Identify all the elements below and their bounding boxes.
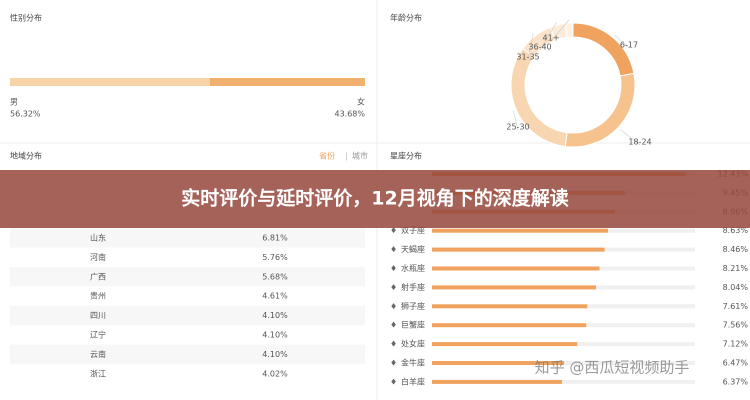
category-label: 处女座 xyxy=(401,339,425,349)
segment-label: 36-40 xyxy=(528,43,551,52)
table-cell: 云南 xyxy=(90,349,106,359)
bar-icon: ♦ xyxy=(390,321,397,330)
bar-icon: ♦ xyxy=(390,245,397,254)
category-label: 水瓶座 xyxy=(401,263,425,273)
donut-segment xyxy=(564,22,574,38)
bar xyxy=(432,304,588,309)
table-cell: 5.76% xyxy=(262,253,288,262)
bar-segment xyxy=(10,78,210,86)
value-label: 6.47% xyxy=(723,359,749,368)
value-label: 8.46% xyxy=(723,245,749,254)
bar-icon: ♦ xyxy=(390,359,397,368)
bar-icon: ♦ xyxy=(390,264,397,273)
value-label: 43.68% xyxy=(334,110,365,119)
table-cell: 4.61% xyxy=(262,292,288,301)
bar xyxy=(432,285,597,290)
chart-layer: 男 56.32% 女 43.68% 6-17 18-24 25-30 31-3536-4041… xyxy=(10,19,749,386)
banner-text: 实时评价与延时评价，12月视角下的深度解读 xyxy=(181,187,568,210)
bar xyxy=(432,323,587,328)
table-cell: 山东 xyxy=(90,233,106,243)
bar-icon: ♦ xyxy=(390,283,397,292)
bar-icon: ♦ xyxy=(390,377,397,386)
value-label: 8.04% xyxy=(723,283,749,292)
bar xyxy=(432,247,605,252)
table-cell: 4.10% xyxy=(262,350,288,359)
table-cell: 四川 xyxy=(90,311,106,320)
leader-line xyxy=(614,34,630,49)
leader-line xyxy=(550,19,570,42)
panel-title: 星座分布 xyxy=(390,151,422,161)
segment-label: 6-17 xyxy=(620,41,638,50)
table-cell: 5.68% xyxy=(262,272,288,281)
leader-line xyxy=(620,129,641,146)
table-cell: 辽宁 xyxy=(90,330,106,340)
value-label: 7.61% xyxy=(723,302,749,311)
bar-icon: ♦ xyxy=(390,226,397,235)
tab-separator: | xyxy=(345,152,348,161)
table-row xyxy=(10,267,365,287)
bar xyxy=(432,228,609,233)
leader-line xyxy=(539,21,558,51)
category-label: 白羊座 xyxy=(401,376,425,386)
table-cell: 贵州 xyxy=(90,291,106,301)
table-cell: 6.81% xyxy=(262,234,288,243)
watermark: 知乎 @西瓜短视频助手 xyxy=(535,359,690,377)
value-label: 56.32% xyxy=(10,110,41,119)
panel-title: 性别分布 xyxy=(10,13,42,23)
category-label: 双子座 xyxy=(401,225,425,235)
category-label: 狮子座 xyxy=(401,301,425,311)
leader-line xyxy=(527,33,534,61)
category-label: 天蝎座 xyxy=(401,244,425,254)
segment-label: 25-30 xyxy=(506,123,529,132)
table-cell: 4.10% xyxy=(262,311,288,320)
legend-label: 女 xyxy=(357,97,365,107)
bar-track xyxy=(432,379,695,384)
bar xyxy=(432,379,562,384)
table-cell: 浙江 xyxy=(90,368,106,378)
panel-title: 年龄分布 xyxy=(390,13,422,23)
table-cell: 4.10% xyxy=(262,331,288,340)
segment-label: 31-35 xyxy=(516,53,539,62)
bar xyxy=(432,266,600,271)
bar-icon: ♦ xyxy=(390,340,397,349)
bar-segment xyxy=(209,78,365,86)
value-label: 7.12% xyxy=(723,340,749,349)
bar xyxy=(432,342,578,347)
value-label: 7.56% xyxy=(723,321,749,330)
tab[interactable]: 城市 xyxy=(352,151,368,161)
table-cell: 河南 xyxy=(90,252,106,262)
value-label: 8.21% xyxy=(723,264,749,273)
table-row xyxy=(10,344,365,365)
segment-label: 41+ xyxy=(543,34,560,43)
leader-line xyxy=(513,110,519,131)
table-cell: 4.02% xyxy=(262,369,288,378)
panel-title: 地域分布 xyxy=(10,151,42,161)
tab[interactable]: 省份 xyxy=(319,151,335,161)
category-label: 金牛座 xyxy=(401,358,425,368)
table-row xyxy=(10,228,365,248)
value-label: 8.63% xyxy=(723,226,749,235)
segment-label: 18-24 xyxy=(628,138,651,147)
legend-label: 男 xyxy=(10,98,18,107)
table-row xyxy=(10,305,365,326)
bar-icon: ♦ xyxy=(390,302,397,311)
banner xyxy=(0,170,750,228)
bar xyxy=(432,361,564,365)
table-cell: 广西 xyxy=(90,271,106,281)
category-label: 巨蟹座 xyxy=(401,320,425,330)
value-label: 6.37% xyxy=(723,377,749,386)
category-label: 射手座 xyxy=(401,282,425,292)
